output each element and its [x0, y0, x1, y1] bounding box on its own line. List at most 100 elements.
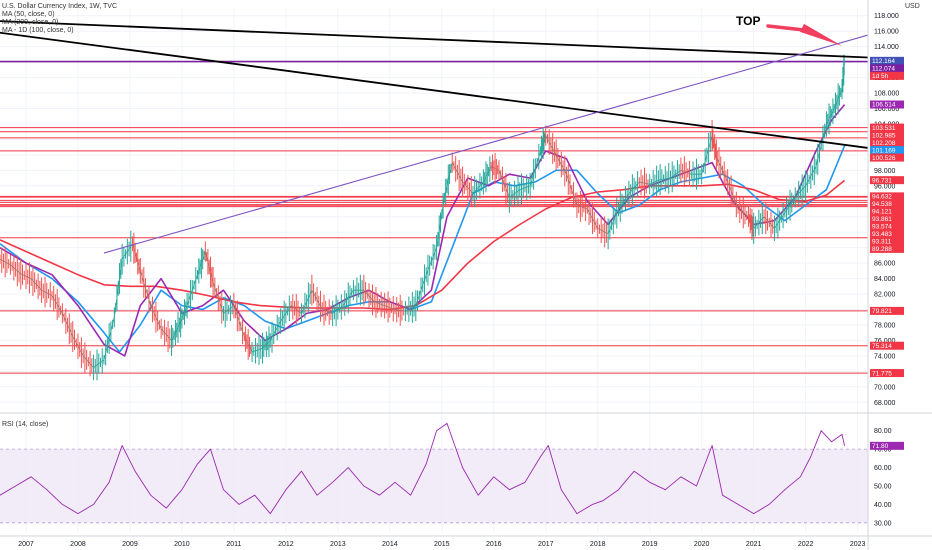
rsi-label[interactable]: RSI (14, close): [2, 421, 49, 428]
rsi-current-box: [870, 441, 904, 450]
x-tick-label-6: 2013: [330, 541, 346, 548]
rsi-tick-label-4: 40.00: [874, 502, 892, 509]
annotation: TOP: [736, 14, 843, 46]
y-tick-label-2: 114.000: [874, 44, 899, 51]
y-tick-label-1: 116.000: [874, 29, 899, 36]
y-tick-label-22: 74.000: [874, 353, 896, 360]
x-tick-label-10: 2017: [538, 541, 554, 548]
x-tick-label-9: 2016: [486, 541, 502, 548]
rsi-current-label: 71.80: [872, 443, 889, 450]
x-tick-label-14: 2021: [746, 541, 762, 548]
x-tick-label-15: 2022: [798, 541, 814, 548]
y-tick-label-11: 96.000: [874, 183, 896, 190]
rsi-legend: RSI (14, close): [2, 421, 48, 429]
trend-line-upper-resistance: [0, 20, 869, 59]
price-tag-label-17: 89.288: [872, 246, 892, 253]
price-tag-label-15: 93.483: [872, 231, 892, 238]
x-tick-label-8: 2015: [434, 541, 450, 548]
price-tag-box-9: [870, 176, 904, 185]
x-tick-label-5: 2012: [278, 541, 294, 548]
ma-line-3: [0, 104, 846, 357]
price-tag-box-3: [870, 100, 904, 109]
rsi-tick-label-1: 70.00: [874, 447, 892, 454]
y-tick-label-18: 82.000: [874, 292, 896, 299]
price-tag-box-18: [870, 306, 904, 315]
y-tick-label-20: 78.000: [874, 322, 896, 329]
price-tag-box-14: [870, 222, 904, 231]
trend-line-lower-resistance: [0, 31, 869, 149]
rsi-band-fill: [0, 449, 868, 523]
price-tag-box-16: [870, 237, 904, 246]
rsi-tick-label-5: 30.00: [874, 520, 892, 527]
price-tag-box-0: [870, 56, 904, 65]
grid: [0, 8, 868, 532]
x-tick-label-2: 2009: [122, 541, 138, 548]
y-tick-label-17: 84.000: [874, 276, 896, 283]
y-tick-label-16: 86.000: [874, 261, 896, 268]
x-tick-label-4: 2011: [226, 541, 241, 548]
price-tag-box-17: [870, 244, 904, 253]
price-tag-box-2: [870, 71, 904, 80]
price-series: [0, 54, 845, 381]
price-tag-label-20: 71.775: [872, 370, 892, 377]
y-tick-label-10: 98.000: [874, 168, 896, 175]
price-tag-box-12: [870, 207, 904, 216]
rsi-line: [0, 422, 846, 515]
price-tag-label-6: 102.208: [872, 140, 896, 147]
annotation-top-label: TOP: [736, 14, 760, 28]
price-tag-label-3: 106.514: [872, 102, 896, 109]
price-tag-box-11: [870, 199, 904, 208]
legend: U.S. Dollar Currency Index, 1W, TVC MA (…: [2, 3, 117, 35]
annotation-arrow-shaft: [766, 24, 814, 33]
price-tag-box-4: [870, 123, 904, 132]
trend-line-rising-trendline: [103, 34, 869, 254]
y-tick-label-25: 68.000: [874, 400, 896, 407]
price-tag-box-15: [870, 229, 904, 238]
legend-ma-200[interactable]: MA (200, close, 0): [2, 19, 59, 26]
legend-ma-100-1d[interactable]: MA - 1D (100, close, 0): [2, 27, 74, 34]
price-tag-label-14: 93.574: [872, 224, 892, 231]
y-tick-label-0: 118.000: [874, 13, 899, 20]
y-tick-label-21: 76.000: [874, 338, 896, 345]
price-tag-label-13: 93.861: [872, 216, 892, 223]
legend-ma-50[interactable]: MA (50, close, 0): [2, 11, 55, 18]
price-tag-label-7: 101.169: [872, 147, 896, 154]
ma-line-1: [0, 145, 846, 353]
x-tick-label-12: 2019: [642, 541, 658, 548]
moving-averages: [0, 104, 846, 357]
price-tag-box-6: [870, 138, 904, 147]
price-tag-box-1: [870, 64, 904, 73]
price-tag-label-2: 1d 5h: [872, 73, 889, 80]
price-tag-box-20: [870, 369, 904, 378]
trend-lines[interactable]: [0, 20, 869, 254]
price-tag-label-11: 94.538: [872, 201, 892, 208]
rsi-band: [0, 448, 868, 524]
x-tick-label-0: 2007: [18, 541, 34, 548]
price-tag-box-13: [870, 214, 904, 223]
price-tag-box-5: [870, 131, 904, 140]
price-tag-label-12: 94.121: [872, 209, 892, 216]
rsi-series: [0, 422, 846, 515]
price-tag-label-18: 79.821: [872, 308, 892, 315]
price-tag-box-19: [870, 341, 904, 350]
price-tag-label-16: 93.311: [872, 239, 892, 246]
price-tag-label-19: 75.314: [872, 343, 892, 350]
x-tick-label-1: 2008: [70, 541, 86, 548]
ma-line-2: [0, 179, 846, 311]
x-tick-label-3: 2010: [174, 541, 190, 548]
y-tick-label-6: 106.000: [874, 106, 899, 113]
price-tag-label-4: 103.531: [872, 125, 896, 132]
price-tag-label-1: 112.074: [872, 66, 895, 73]
y-tick-label-24: 70.000: [874, 384, 896, 391]
currency-label: USD: [905, 3, 920, 10]
x-tick-label-7: 2014: [382, 541, 398, 548]
horizontal-levels: [0, 60, 868, 374]
chart-title: U.S. Dollar Currency Index, 1W, TVC: [2, 3, 118, 10]
price-tag-box-8: [870, 153, 904, 162]
x-tick-label-16: 2023: [850, 541, 866, 548]
price-tag-label-5: 102.985: [872, 132, 896, 139]
price-tag-box-7: [870, 146, 904, 155]
